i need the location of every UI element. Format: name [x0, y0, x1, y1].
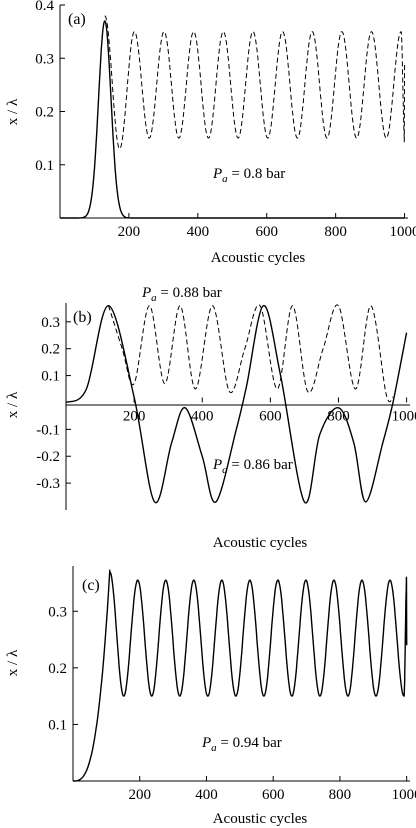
panel-b-ylabel: x / λ: [5, 391, 21, 418]
panel-c-xtick-label: 200: [128, 787, 151, 803]
panel-c-xtick-label: 800: [329, 787, 352, 803]
panel-a-series: [60, 15, 406, 219]
panel-c-ytick-label: 0.3: [48, 604, 67, 620]
panel-b-pressure-label-dashed: Pa = 0.88 bar: [141, 285, 222, 304]
panel-c-ytick-label: 0.2: [48, 661, 67, 677]
panel-b-ytick-label: -0.3: [36, 476, 60, 492]
panel-b-tag: (b): [73, 309, 92, 326]
panel-c-ticks: 200 400 600 800 1000 0.1 0.2 0.3: [48, 604, 416, 803]
panel-b-series-solid-line: [65, 304, 408, 504]
panel-b-series: [65, 304, 408, 504]
panel-c-pressure-label: Pa = 0.94 bar: [201, 735, 282, 754]
panel-b-ytick-label: 0.3: [41, 315, 60, 331]
panel-a-tag: (a): [68, 11, 86, 28]
panel-a-xtick-label: 1000: [390, 224, 416, 240]
panel-c-series: [73, 569, 408, 782]
panel-b: (b) x / λ Acoustic cycles Pa = 0.88 bar …: [5, 285, 416, 551]
panel-b-xtick-label: 200: [123, 408, 146, 424]
panel-c: (c) x / λ Acoustic cycles Pa = 0.94 bar …: [5, 566, 416, 827]
panel-b-xtick-label: 400: [191, 408, 214, 424]
panel-c-xtick-label: 1000: [392, 787, 416, 803]
panel-c-xtick-label: 400: [195, 787, 218, 803]
panel-a-pressure-label: Pa = 0.8 bar: [212, 166, 285, 185]
panel-a-xtick-label: 600: [255, 224, 278, 240]
panel-b-ticks: 200 400 600 800 1000 -0.3 -0.2 -0.1 0.1 0.2 0.3: [36, 315, 416, 492]
panel-a-xtick-label: 200: [118, 224, 141, 240]
panel-b-xtick-label: 1000: [392, 408, 416, 424]
panel-b-pressure-label-solid: Pa = 0.86 bar: [212, 457, 293, 476]
panel-a-ticks: 200 400 600 800 1000 0.1 0.2 0.3 0.4: [35, 0, 416, 240]
panel-a-ytick-label: 0.2: [35, 105, 54, 121]
panel-a-xlabel: Acoustic cycles: [211, 250, 306, 266]
panel-a-ytick-label: 0.3: [35, 51, 54, 67]
panel-a-ylabel: x / λ: [5, 98, 21, 125]
panel-b-xtick-label: 600: [259, 408, 282, 424]
panel-a-ytick-label: 0.4: [35, 0, 54, 14]
panel-b-ytick-label: -0.1: [36, 422, 60, 438]
panel-c-series-solid-line: [73, 569, 408, 782]
panel-c-xlabel: Acoustic cycles: [213, 811, 308, 827]
panel-b-series-dashed-line: [108, 304, 394, 403]
panel-b-ytick-label: 0.1: [41, 369, 60, 385]
panel-a-xtick-label: 400: [187, 224, 210, 240]
panel-c-ytick-label: 0.1: [48, 717, 67, 733]
panel-b-xlabel: Acoustic cycles: [213, 535, 308, 551]
panel-a-series-dashed-line: [104, 15, 406, 150]
panel-a-ytick-label: 0.1: [35, 158, 54, 174]
panel-c-tag: (c): [82, 577, 100, 594]
panel-a-series-solid-line: [60, 20, 405, 219]
panel-b-xtick-label: 800: [327, 408, 350, 424]
panel-c-ylabel: x / λ: [5, 649, 21, 676]
panel-b-ytick-label: 0.2: [41, 342, 60, 358]
panel-c-xtick-label: 600: [262, 787, 285, 803]
panel-a: (a) x / λ Acoustic cycles Pa = 0.8 bar 2…: [5, 0, 416, 266]
panel-b-ytick-label: -0.2: [36, 449, 60, 465]
panel-a-xtick-label: 800: [324, 224, 347, 240]
